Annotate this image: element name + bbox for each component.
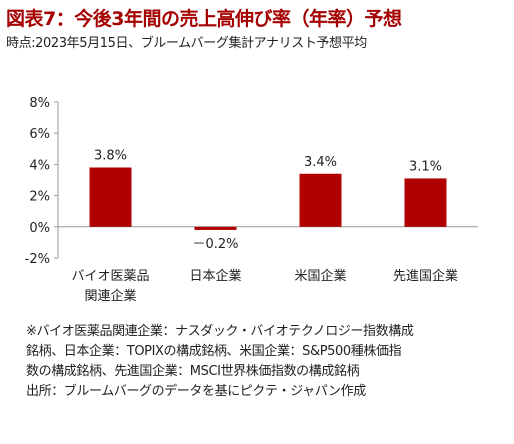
footnote: ※バイオ医薬品関連企業：ナスダック・バイオテクノロジー指数構成 銘柄、日本企業：… — [26, 322, 506, 402]
data-label: 3.1% — [409, 159, 442, 174]
bar — [89, 167, 132, 227]
y-tick-label: 8% — [29, 96, 50, 111]
footnote-line-2: 銘柄、日本企業：TOPIXの構成銘柄、米国企業：S&P500種株価指 — [26, 344, 402, 359]
chart-subtitle: 時点:2023年5月15日、ブルームバーグ集計アナリスト予想平均 — [6, 36, 367, 51]
bar — [194, 226, 237, 230]
category-label: 関連企業 — [84, 288, 136, 304]
chart-title: 図表7：今後3年間の売上高伸び率（年率）予想 — [6, 8, 402, 30]
y-tick-label: 6% — [29, 127, 50, 142]
y-tick-label: -2% — [25, 252, 50, 267]
footnote-line-4: 出所：ブルームバーグのデータを基にピクテ・ジャパン作成 — [26, 384, 366, 399]
category-label: バイオ医薬品 — [71, 269, 149, 284]
y-tick-label: 0% — [29, 221, 50, 236]
category-label: 先進国企業 — [393, 268, 458, 284]
footnote-line-3: 数の構成銘柄、先進国企業：MSCI世界株価指数の構成銘柄 — [26, 364, 360, 379]
footnote-line-1: ※バイオ医薬品関連企業：ナスダック・バイオテクノロジー指数構成 — [26, 324, 414, 339]
bar — [404, 178, 447, 227]
bar-chart: -2% 0% 2% 4% 6% 8% 3.8% バイオ医薬品関連企業 －0.2% 日本企業 3.4%… — [25, 96, 478, 304]
data-label: 3.8% — [94, 149, 127, 164]
data-label: －0.2% — [192, 237, 238, 252]
y-tick-label: 2% — [29, 190, 50, 205]
data-label: 3.4% — [304, 155, 337, 170]
y-tick-label: 4% — [29, 158, 50, 173]
bar — [299, 173, 342, 227]
category-label: 日本企業 — [189, 268, 241, 284]
category-label: 米国企業 — [294, 268, 346, 284]
